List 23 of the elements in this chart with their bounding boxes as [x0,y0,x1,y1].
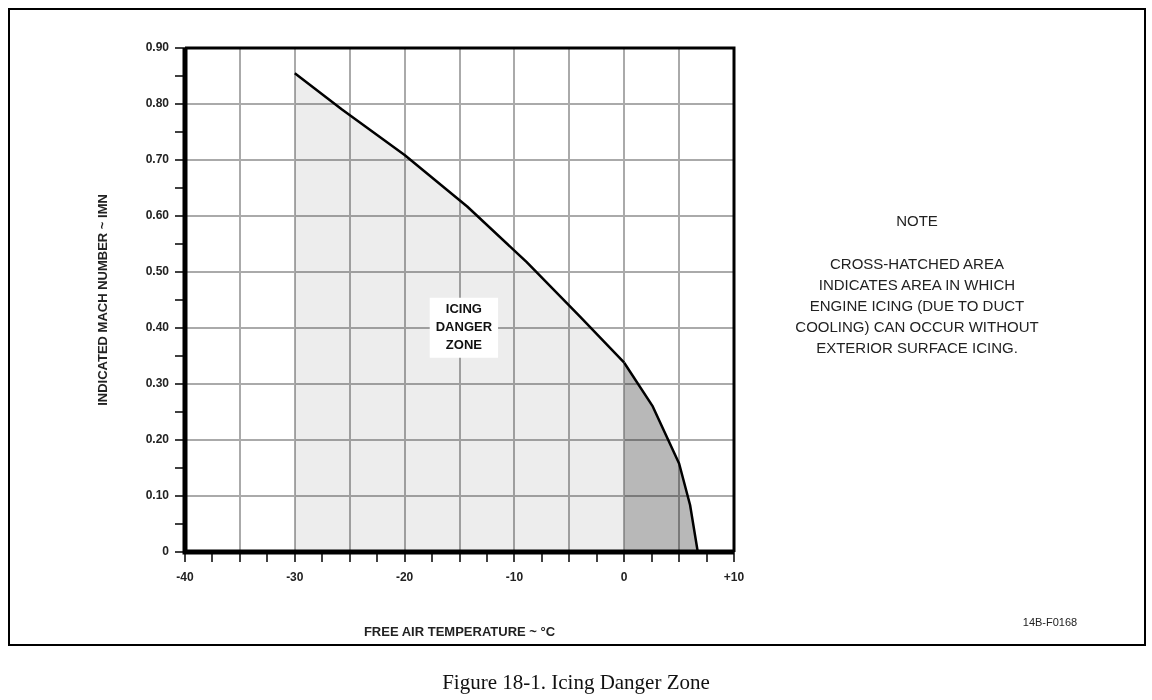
x-tick-label: -30 [286,569,304,584]
x-tick-label: -10 [505,569,524,584]
x-axis-title: FREE AIR TEMPERATURE ~ °C [363,623,556,639]
y-tick-label: 0.50 [145,264,170,279]
y-axis-title: INDICATED MACH NUMBER ~ IMN [95,194,111,406]
x-tick-label: -40 [176,569,194,584]
x-tick-label: -20 [395,569,414,584]
y-tick-label: 0.70 [145,152,170,167]
y-tick-label: 0.80 [145,96,170,111]
y-tick-label: 0 [162,544,170,559]
x-tick-label: 0 [620,569,628,584]
text: 14B-F0168 [1021,615,1079,630]
text: Figure 18-1. Icing Danger Zone [441,670,711,695]
text: CROSS-HATCHED AREA INDICATES AREA IN WHICH ENGINE ICING (DUE TO DUCT COOLING) CAN OCCUR WITHOUT EXTERIOR SURFACE ICING. [794,254,1040,358]
y-tick-label: 0.40 [145,320,170,335]
annotation: ICING DANGER ZONE [435,301,493,353]
y-tick-label: 0.10 [145,488,170,503]
x-tick-label: +10 [723,569,745,584]
text: NOTE [895,211,939,231]
y-tick-label: 0.90 [145,40,170,55]
y-tick-label: 0.20 [145,432,170,447]
y-tick-label: 0.60 [145,208,170,223]
y-tick-label: 0.30 [145,376,170,391]
